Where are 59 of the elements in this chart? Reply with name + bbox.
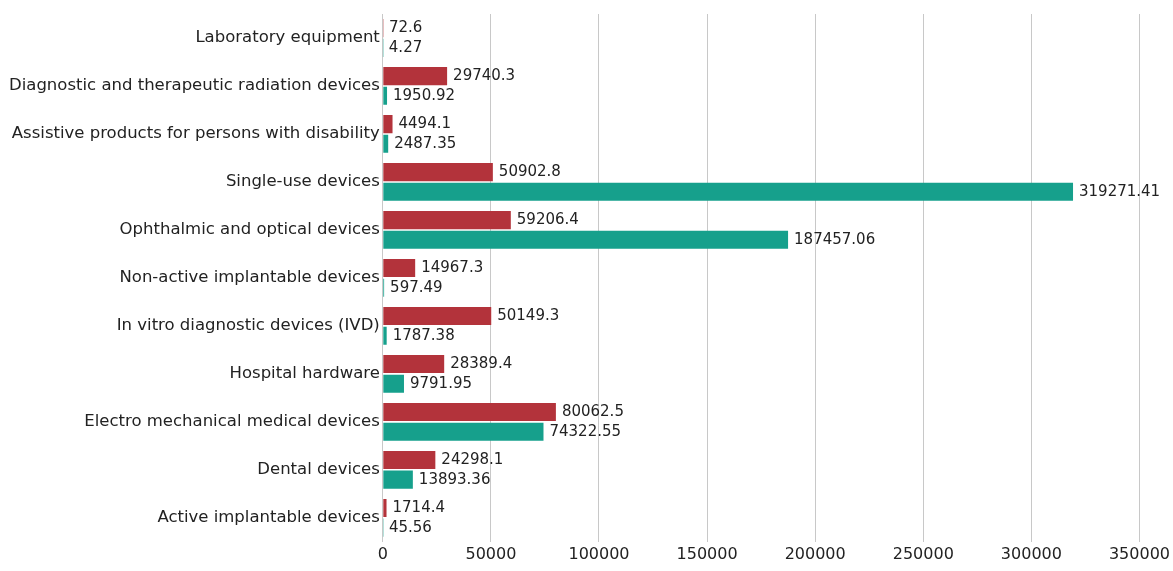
data-label: 14967.3 [421, 257, 484, 276]
data-label: 29740.3 [453, 66, 516, 85]
bar [383, 326, 387, 345]
x-tick-label: 50000 [465, 543, 517, 563]
x-tick-label: 100000 [568, 543, 630, 563]
data-label: 1787.38 [392, 325, 455, 344]
data-label: 597.49 [390, 277, 443, 296]
data-label: 80062.5 [561, 401, 624, 420]
data-label: 2487.35 [394, 133, 457, 152]
data-label: 1950.92 [393, 85, 456, 104]
bar [383, 115, 393, 134]
y-tick-label: Laboratory equipment [195, 27, 381, 47]
bar [383, 402, 556, 422]
y-tick-label: Hospital hardware [229, 363, 380, 383]
bar [383, 259, 416, 278]
x-tick-label: 300000 [1000, 543, 1062, 563]
bar [383, 163, 493, 182]
x-tick-label: 0 [377, 543, 388, 563]
x-tick-label: 250000 [892, 543, 954, 563]
data-label: 28389.4 [450, 353, 513, 372]
bar [383, 450, 436, 470]
bar [383, 134, 389, 153]
data-label: 1714.4 [392, 497, 446, 516]
x-tick-label: 150000 [676, 543, 738, 563]
bar [383, 498, 387, 518]
y-tick-label: Assistive products for persons with disability [11, 123, 381, 143]
y-tick-label: In vitro diagnostic devices (IVD) [116, 315, 380, 335]
data-label: 4.27 [388, 37, 423, 56]
y-tick-label: Active implantable devices [157, 507, 380, 527]
data-label: 13893.36 [418, 469, 491, 488]
data-label: 45.56 [388, 517, 432, 536]
x-tick-label: 350000 [1108, 543, 1170, 563]
y-tick-label: Single-use devices [225, 171, 380, 191]
data-label: 50149.3 [497, 305, 560, 324]
data-label: 4494.1 [398, 114, 452, 133]
bar [383, 86, 388, 105]
bar [383, 470, 413, 489]
y-tick-label: Electro mechanical medical devices [84, 411, 380, 431]
bar [383, 374, 404, 393]
data-label: 187457.06 [794, 229, 876, 248]
bar [383, 182, 1074, 201]
data-label: 319271.41 [1079, 181, 1161, 200]
bar [383, 67, 448, 86]
data-label: 50902.8 [498, 161, 561, 180]
x-tick-label: 200000 [784, 543, 846, 563]
data-label: 59206.4 [516, 209, 579, 228]
bar [383, 307, 492, 326]
data-label: 9791.95 [409, 373, 473, 392]
y-tick-label: Non-active implantable devices [119, 267, 380, 287]
y-tick-label: Ophthalmic and optical devices [119, 219, 380, 239]
data-label: 24298.1 [441, 449, 504, 468]
bar [383, 422, 544, 441]
data-label: 74322.55 [549, 421, 622, 440]
bar [383, 230, 789, 249]
bar [383, 211, 511, 230]
y-tick-label: Diagnostic and therapeutic radiation devices [8, 75, 380, 95]
y-tick-label: Dental devices [257, 459, 380, 479]
data-label: 72.6 [388, 18, 423, 37]
bar [383, 354, 445, 374]
